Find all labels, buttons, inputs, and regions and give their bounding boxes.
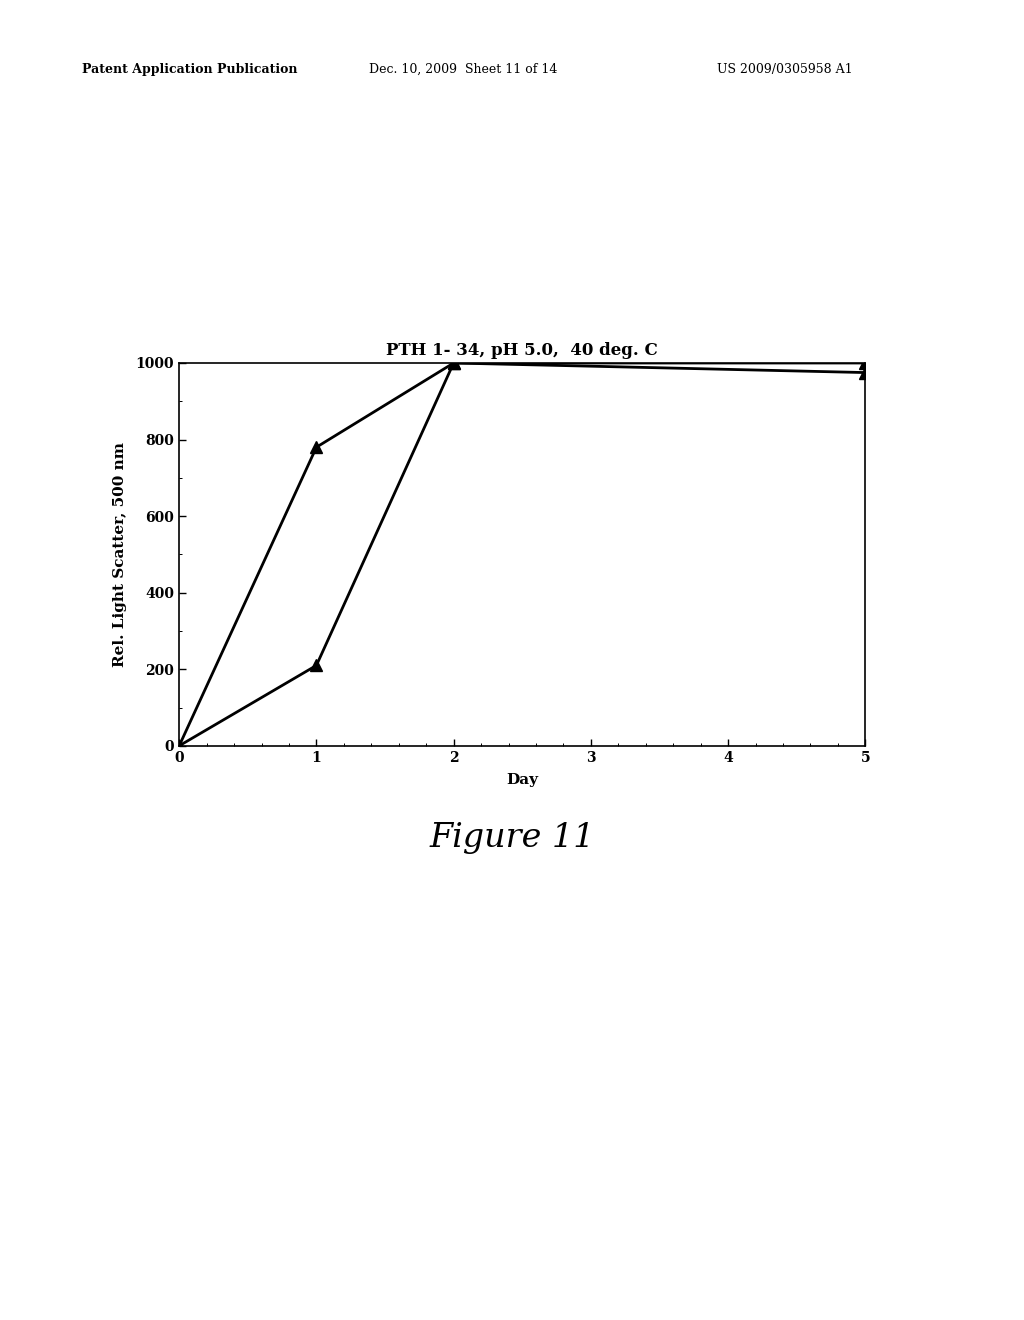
Title: PTH 1- 34, pH 5.0,  40 deg. C: PTH 1- 34, pH 5.0, 40 deg. C — [386, 342, 658, 359]
Text: Dec. 10, 2009  Sheet 11 of 14: Dec. 10, 2009 Sheet 11 of 14 — [369, 62, 557, 75]
Text: Figure 11: Figure 11 — [429, 822, 595, 854]
Y-axis label: Rel. Light Scatter, 500 nm: Rel. Light Scatter, 500 nm — [114, 442, 127, 667]
Text: US 2009/0305958 A1: US 2009/0305958 A1 — [717, 62, 852, 75]
X-axis label: Day: Day — [506, 774, 539, 787]
Text: Patent Application Publication: Patent Application Publication — [82, 62, 297, 75]
